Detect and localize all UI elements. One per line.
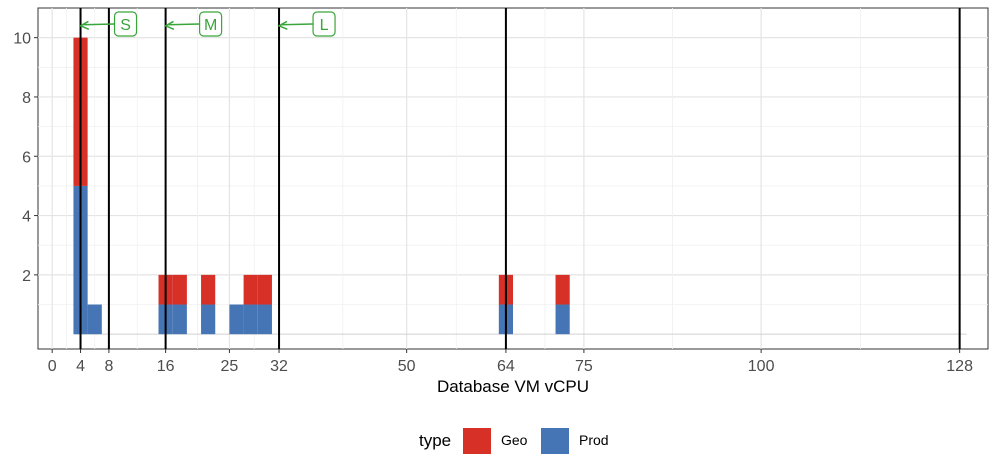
annotation-label: L [320, 17, 329, 34]
y-tick-label: 2 [22, 268, 31, 285]
bar-geo [555, 274, 570, 305]
x-tick-label: 128 [946, 358, 973, 375]
legend-swatch-prod [541, 428, 569, 454]
annotation-arrow [82, 23, 115, 26]
bar-geo [201, 274, 216, 305]
annotation-box [199, 11, 223, 37]
x-tick-label: 25 [221, 358, 239, 375]
y-tick-label: 8 [22, 90, 31, 107]
bar-prod [243, 304, 258, 335]
reference-lines [79, 8, 961, 349]
annotation-box [312, 11, 336, 37]
bar-geo [257, 274, 272, 305]
bar-prod [172, 304, 187, 335]
x-tick-label: 4 [76, 358, 85, 375]
x-tick-label: 16 [157, 358, 175, 375]
annotation-label: M [204, 17, 217, 34]
x-tick-label: 100 [748, 358, 775, 375]
x-tick-label: 32 [270, 358, 288, 375]
x-tick-label: 64 [497, 358, 515, 375]
x-tick-label: 75 [575, 358, 593, 375]
legend-label-prod: Prod [579, 432, 609, 448]
legend-swatch-geo [463, 428, 491, 454]
y-tick-label: 10 [13, 31, 31, 48]
grid-layer [38, 8, 988, 349]
x-tick-label: 50 [398, 358, 416, 375]
bar-prod [257, 304, 272, 335]
bar-geo [243, 274, 258, 305]
bar-prod [229, 304, 244, 335]
annotation-label: S [120, 17, 131, 34]
annotation-arrow [281, 23, 314, 26]
annotation-arrowhead [78, 20, 90, 30]
y-tick-label: 6 [22, 149, 31, 166]
bar-prod [201, 304, 216, 335]
annotation-arrow [167, 23, 200, 26]
legend-label-geo: Geo [501, 432, 528, 448]
x-tick-label: 8 [104, 358, 113, 375]
bar-prod [87, 304, 102, 335]
bar-prod [555, 304, 570, 335]
annotation-arrowhead [277, 20, 288, 30]
y-tick-label: 4 [22, 209, 31, 226]
x-axis-title: Database VM vCPU [437, 377, 589, 396]
legend-title: type [419, 431, 451, 450]
x-tick-label: 0 [48, 358, 57, 375]
x-axis: 0 4 8 16 25 32 50 64 75 100 128 [48, 349, 973, 375]
annotation-arrowhead [163, 20, 175, 30]
legend: type Geo Prod [419, 428, 609, 454]
annotation-box [113, 11, 138, 37]
y-axis: 2 4 6 8 10 [13, 31, 38, 285]
bar-geo [172, 274, 187, 305]
